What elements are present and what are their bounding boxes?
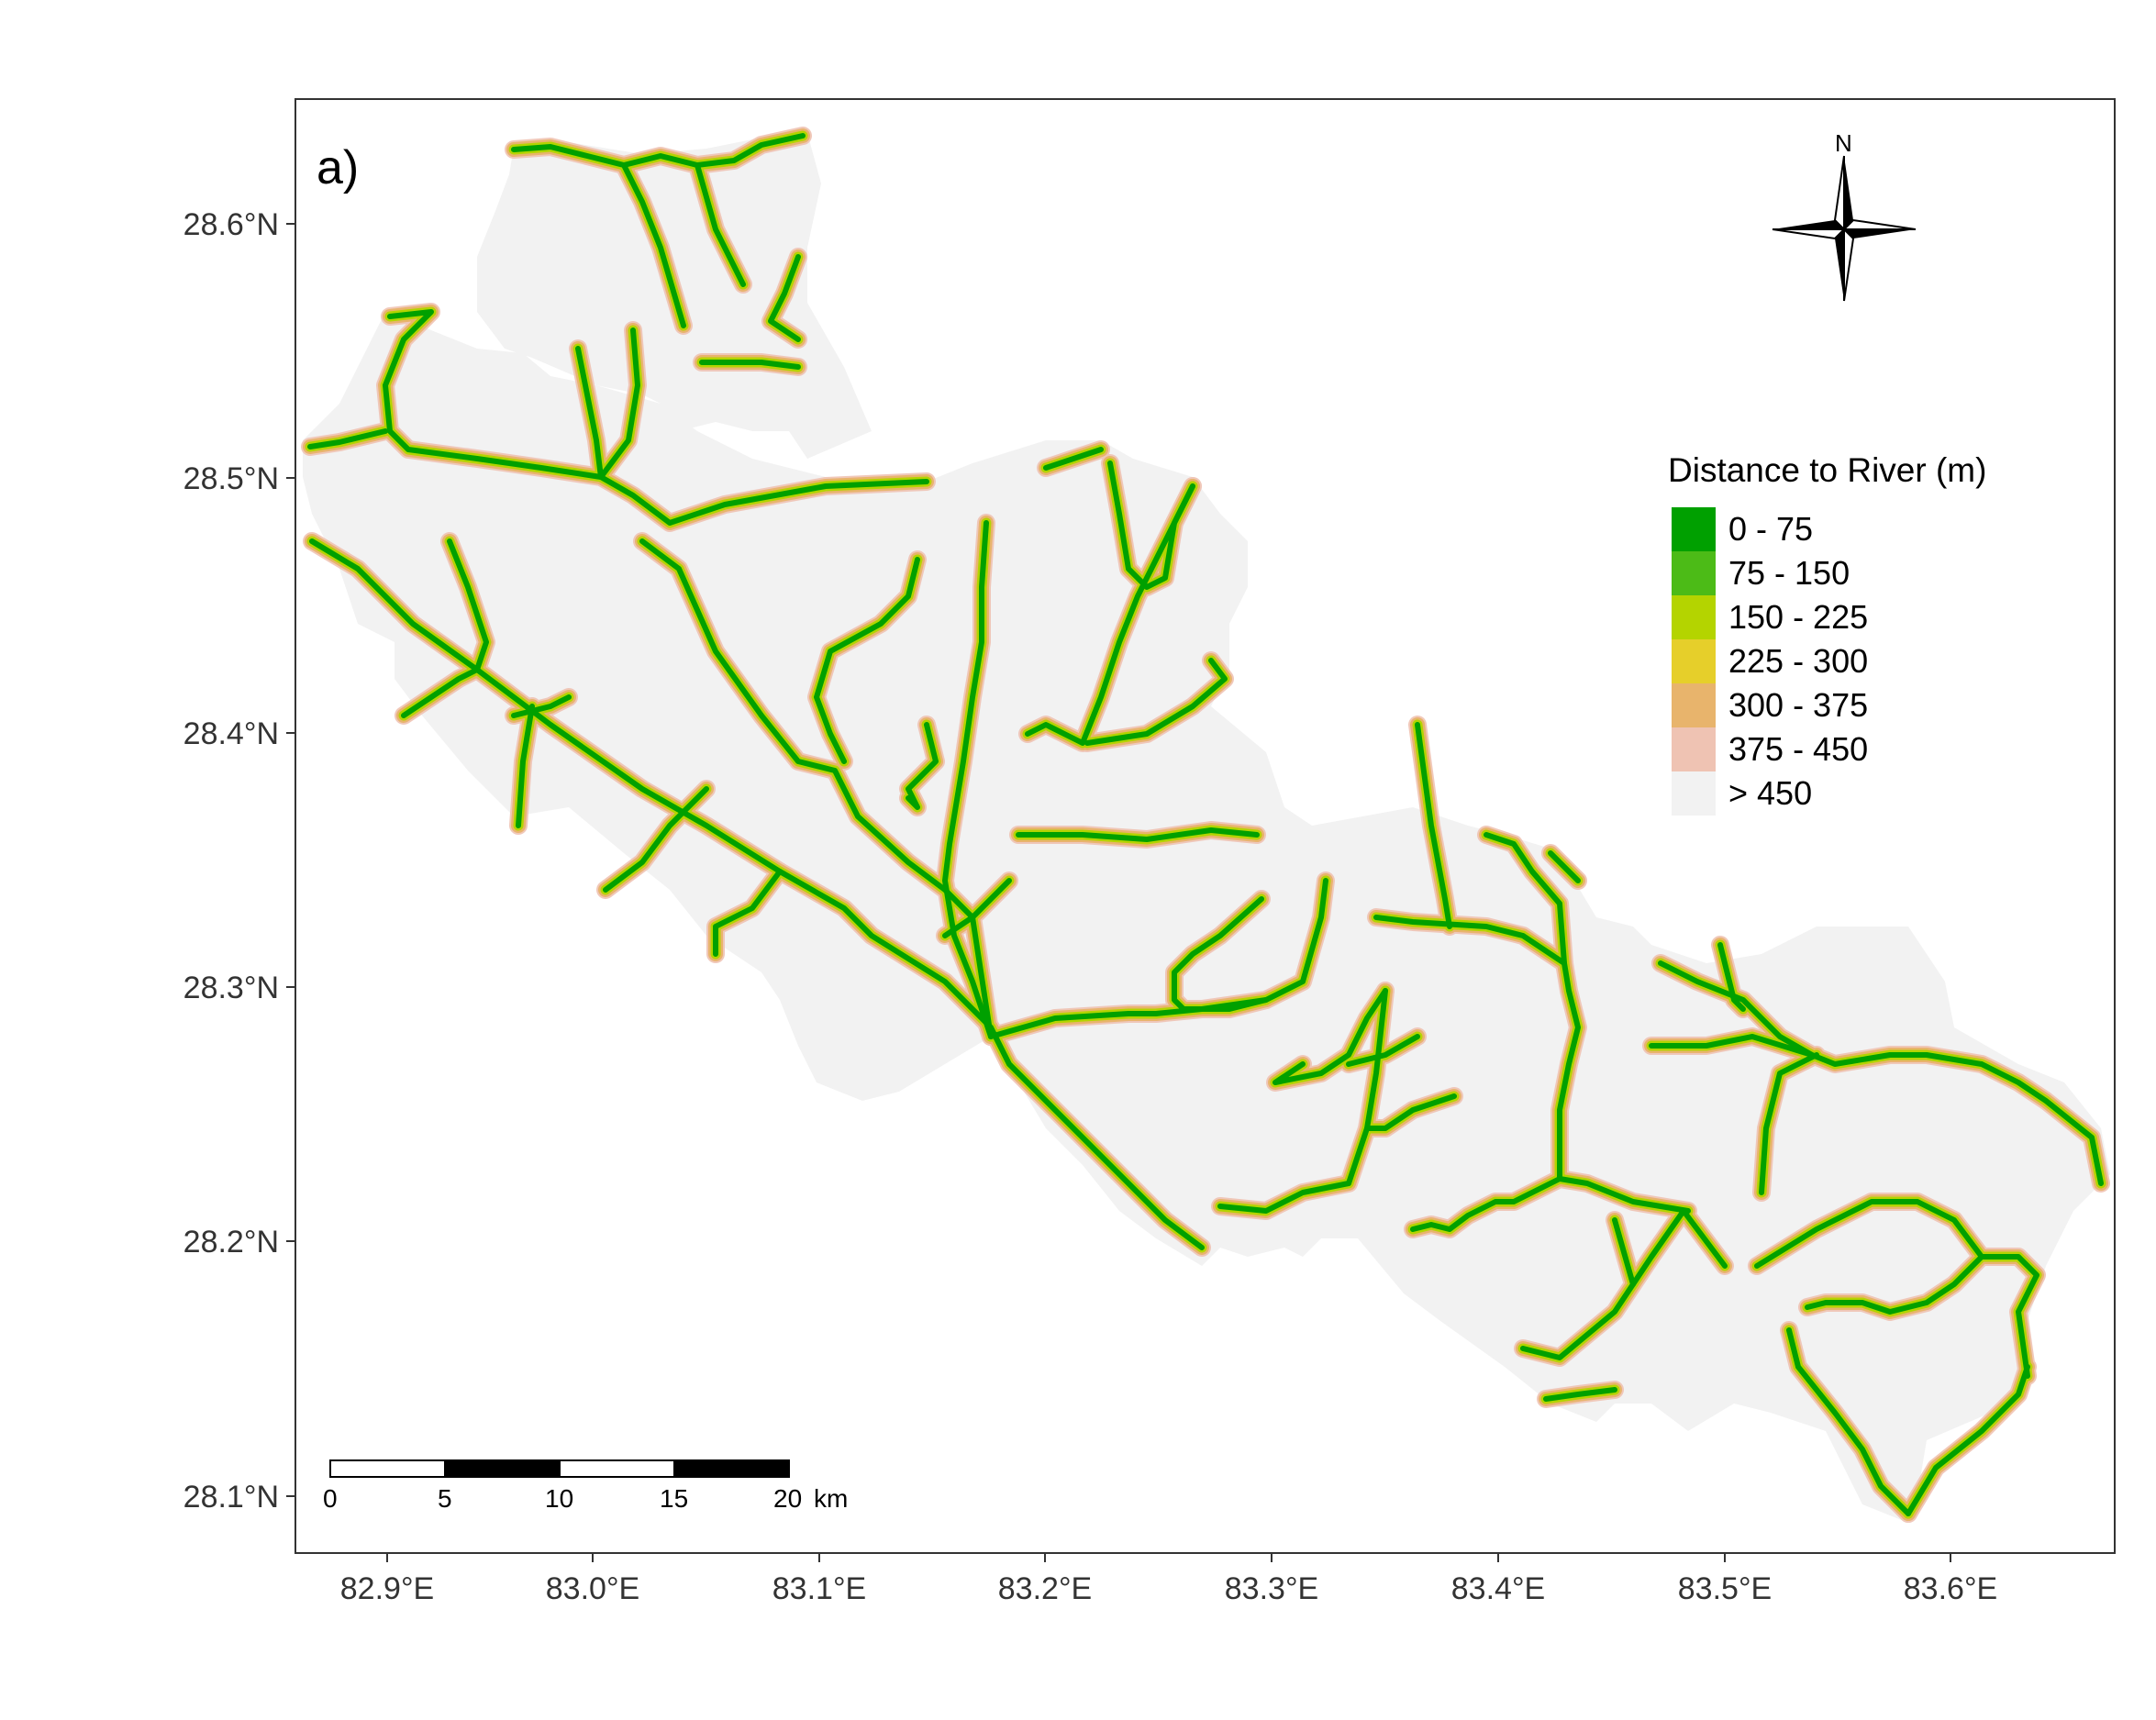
- legend-title: Distance to River (m): [1668, 451, 1986, 489]
- legend-label: 0 - 75: [1728, 510, 1813, 548]
- legend-swatch: [1672, 551, 1716, 595]
- scale-unit: km: [814, 1484, 848, 1513]
- x-tick-label: 83.5°E: [1678, 1571, 1772, 1606]
- axis-ticks: 82.9°E 83.0°E 83.1°E 83.2°E 83.3°E 83.4°E 83.5…: [183, 207, 1998, 1606]
- x-tick-label: 83.3°E: [1225, 1571, 1318, 1606]
- scale-tick-0: 0: [323, 1484, 338, 1513]
- x-tick-label: 83.6°E: [1904, 1571, 1997, 1606]
- x-tick-label: 83.0°E: [546, 1571, 639, 1606]
- x-tick-label: 83.1°E: [772, 1571, 866, 1606]
- legend-swatch: [1672, 595, 1716, 639]
- north-arrow-icon: [1772, 155, 1917, 302]
- legend-label: 75 - 150: [1728, 554, 1850, 592]
- y-tick-label: 28.2°N: [183, 1225, 279, 1259]
- legend-label: > 450: [1728, 774, 1812, 812]
- legend-label: 375 - 450: [1728, 730, 1868, 768]
- x-tick-label: 83.2°E: [998, 1571, 1092, 1606]
- y-tick-label: 28.1°N: [183, 1480, 279, 1515]
- legend-swatch: [1672, 639, 1716, 683]
- legend-label: 300 - 375: [1728, 686, 1868, 724]
- panel-label: a): [317, 141, 359, 194]
- scale-tick-15: 15: [660, 1484, 688, 1513]
- scale-tick-10: 10: [545, 1484, 573, 1513]
- y-tick-label: 28.4°N: [183, 716, 279, 751]
- river-halo-network: [301, 127, 2110, 1523]
- x-tick-label: 83.4°E: [1451, 1571, 1545, 1606]
- x-tick-label: 82.9°E: [340, 1571, 434, 1606]
- legend: Distance to River (m) 0 - 75 75 - 150 150 …: [1668, 451, 1986, 816]
- scale-bar: 0 5 10 15 20 km: [323, 1459, 848, 1513]
- legend-swatch: [1672, 727, 1716, 771]
- y-tick-label: 28.6°N: [183, 207, 279, 242]
- north-arrow-label: N: [1835, 129, 1852, 157]
- legend-swatch: [1672, 507, 1716, 551]
- legend-swatch: [1672, 771, 1716, 816]
- scale-tick-20: 20: [773, 1484, 802, 1513]
- y-tick-label: 28.3°N: [183, 971, 279, 1005]
- legend-label: 225 - 300: [1728, 642, 1868, 680]
- legend-swatch: [1672, 683, 1716, 727]
- legend-label: 150 - 225: [1728, 598, 1868, 636]
- scale-tick-5: 5: [438, 1484, 452, 1513]
- y-tick-label: 28.5°N: [183, 461, 279, 496]
